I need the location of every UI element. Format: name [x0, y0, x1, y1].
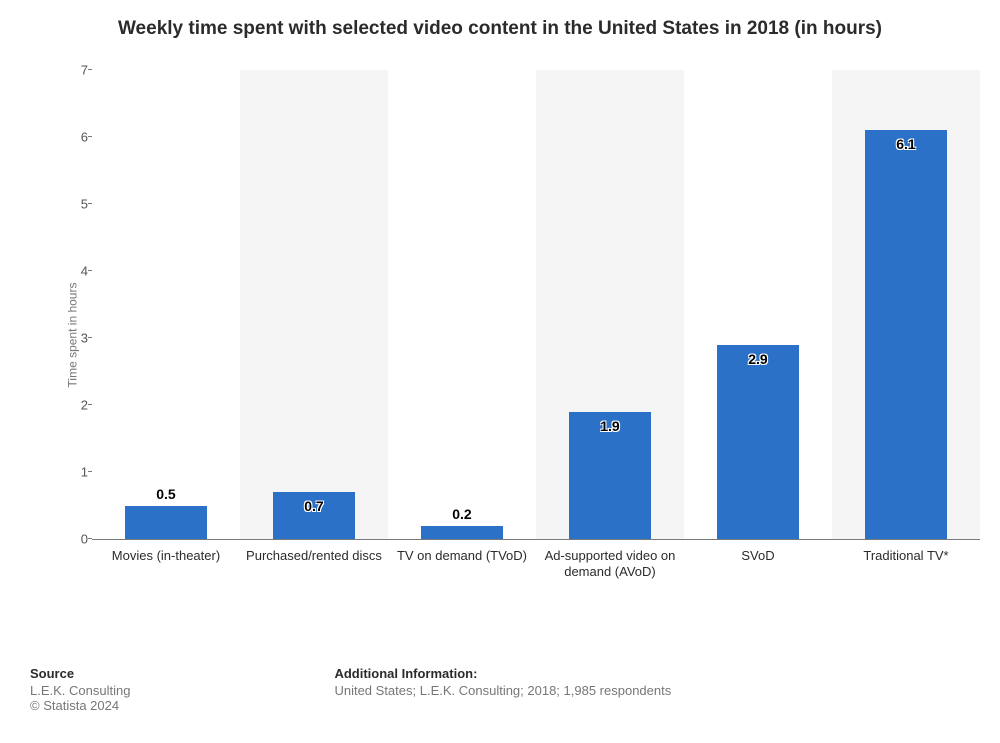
plot-area: 012345670.50.70.21.92.96.1 — [92, 70, 980, 540]
bar-value-label: 0.7 — [273, 498, 354, 514]
y-tick-label: 7 — [62, 63, 88, 78]
x-axis-labels: Movies (in-theater)Purchased/rented disc… — [92, 544, 980, 600]
source-line-2: © Statista 2024 — [30, 698, 330, 713]
bar: 0.2 — [421, 526, 502, 539]
bar: 0.7 — [273, 492, 354, 539]
bg-band — [240, 70, 388, 539]
y-tick-label: 3 — [62, 331, 88, 346]
y-tick-label: 4 — [62, 264, 88, 279]
bar-value-label: 2.9 — [717, 351, 798, 367]
bg-band — [92, 70, 240, 539]
x-tick-label: SVoD — [684, 548, 832, 564]
x-tick-label: Movies (in-theater) — [92, 548, 240, 564]
y-tick-label: 2 — [62, 398, 88, 413]
x-tick-label: Ad-supported video on demand (AVoD) — [536, 548, 684, 581]
bar: 6.1 — [865, 130, 946, 539]
bar-value-label: 0.2 — [421, 506, 502, 522]
x-tick-label: Purchased/rented discs — [240, 548, 388, 564]
info-column: Additional Information: United States; L… — [334, 666, 934, 698]
bar-value-label: 6.1 — [865, 136, 946, 152]
info-text: United States; L.E.K. Consulting; 2018; … — [334, 683, 934, 698]
chart-title: Weekly time spent with selected video co… — [0, 0, 1000, 50]
bar-value-label: 1.9 — [569, 418, 650, 434]
footer: Source L.E.K. Consulting © Statista 2024… — [30, 666, 970, 713]
bar: 1.9 — [569, 412, 650, 539]
x-tick-label: TV on demand (TVoD) — [388, 548, 536, 564]
bar: 2.9 — [717, 345, 798, 539]
source-line-1: L.E.K. Consulting — [30, 683, 330, 698]
source-heading: Source — [30, 666, 330, 681]
bar: 0.5 — [125, 506, 206, 540]
bar-value-label: 0.5 — [125, 486, 206, 502]
y-tick-label: 1 — [62, 465, 88, 480]
y-tick-label: 6 — [62, 130, 88, 145]
y-tick-label: 5 — [62, 197, 88, 212]
chart-area: Time spent in hours 012345670.50.70.21.9… — [70, 70, 980, 600]
bg-band — [388, 70, 536, 539]
y-tick-label: 0 — [62, 532, 88, 547]
source-column: Source L.E.K. Consulting © Statista 2024 — [30, 666, 330, 713]
x-tick-label: Traditional TV* — [832, 548, 980, 564]
info-heading: Additional Information: — [334, 666, 934, 681]
